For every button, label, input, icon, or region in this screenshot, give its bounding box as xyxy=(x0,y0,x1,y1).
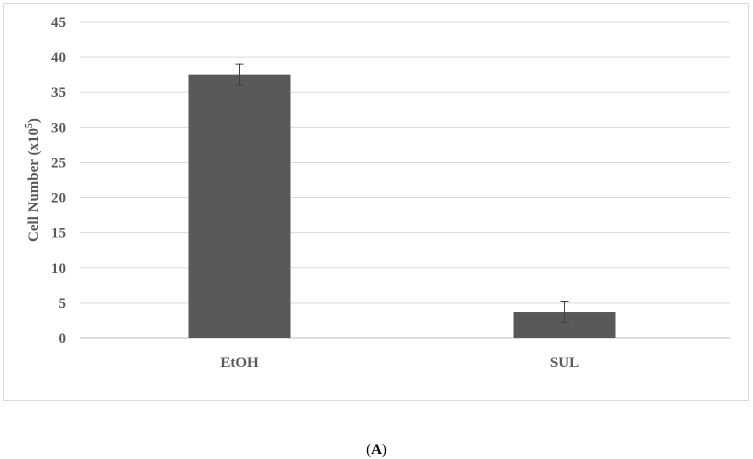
y-tick-label: 20 xyxy=(51,191,66,207)
y-tick-label: 45 xyxy=(51,15,66,31)
x-axis-ticks: EtOH SUL xyxy=(220,355,579,371)
x-tick-label-sul: SUL xyxy=(550,355,579,371)
bars xyxy=(188,63,616,339)
y-tick-label: 10 xyxy=(51,261,66,277)
bar-etoh xyxy=(188,74,291,339)
panel-caption: (A) xyxy=(0,442,753,459)
gridlines xyxy=(80,21,730,339)
error-bar-sul xyxy=(560,300,569,324)
y-tick-label: 15 xyxy=(51,226,66,242)
y-tick-label: 25 xyxy=(51,155,66,171)
error-bar-etoh xyxy=(235,63,244,86)
y-axis-ticks: 0 5 10 15 20 25 30 35 40 45 xyxy=(51,15,66,347)
y-tick-label: 35 xyxy=(51,85,66,101)
y-tick-label: 40 xyxy=(51,50,66,66)
caption-close: ) xyxy=(381,442,387,458)
y-axis-title: Cell Number (x105) xyxy=(24,118,42,242)
caption-letter: A xyxy=(371,442,382,458)
chart-frame xyxy=(3,3,749,401)
y-tick-label: 30 xyxy=(51,120,66,136)
y-tick-label: 5 xyxy=(59,296,67,312)
bar-chart: 0 5 10 15 20 25 30 35 40 45 EtOH SUL Cell Number (… xyxy=(24,15,730,371)
y-tick-label: 0 xyxy=(59,331,67,347)
x-tick-label-etoh: EtOH xyxy=(220,355,259,371)
